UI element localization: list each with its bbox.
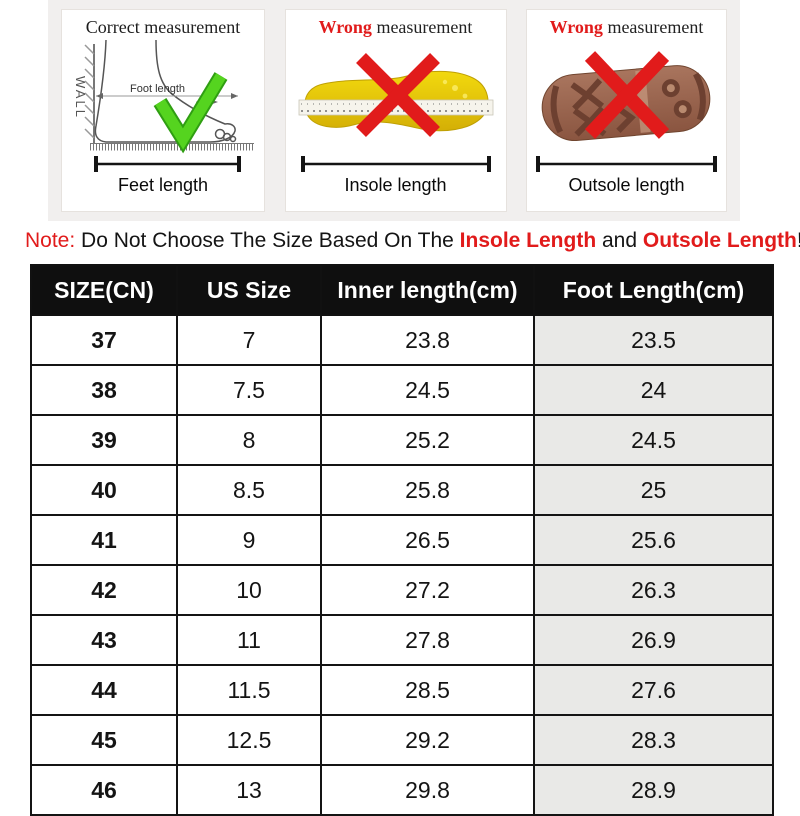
length-bracket: [535, 156, 717, 172]
table-cell: 9: [176, 514, 322, 566]
table-cell: 46: [30, 764, 178, 816]
length-bracket: [94, 156, 241, 172]
wall-hatching: [84, 44, 95, 139]
table-cell: 41: [30, 514, 178, 566]
table-cell: 8: [176, 414, 322, 466]
note-highlight-outsole: Outsole Length: [642, 229, 797, 252]
table-cell: 24.5: [320, 364, 535, 416]
panel-title-rest: measurement: [602, 17, 704, 37]
panel-title-rest: measurement: [371, 17, 473, 37]
table-row: 38 7.5 24.5 24: [30, 364, 774, 416]
table-cell: 23.5: [533, 314, 774, 366]
table-cell: 25: [533, 464, 774, 516]
column-header-inner-length: Inner length(cm): [320, 264, 535, 316]
size-note: Note: Do Not Choose The Size Based On Th…: [25, 229, 800, 253]
table-cell: 11.5: [176, 664, 322, 716]
wall-label: WALL: [73, 76, 88, 119]
table-cell: 8.5: [176, 464, 322, 516]
table-row: 42 10 27.2 26.3: [30, 564, 774, 616]
table-cell: 28.3: [533, 714, 774, 766]
insole-illustration: [298, 53, 493, 172]
panel-caption: Outsole length: [568, 175, 685, 195]
table-row: 43 11 27.8 26.9: [30, 614, 774, 666]
toe-detail: [229, 135, 237, 143]
panel-title: Wrong measurement: [319, 17, 473, 38]
table-cell: 25.8: [320, 464, 535, 516]
outsole-illustration: [535, 51, 717, 172]
foot-length-label: Foot length: [130, 83, 185, 95]
table-row: 45 12.5 29.2 28.3: [30, 714, 774, 766]
table-row: 44 11.5 28.5 27.6: [30, 664, 774, 716]
table-cell: 25.6: [533, 514, 774, 566]
measurement-guide-band: Correct measurement WALL Foot length: [48, 0, 740, 221]
table-cell: 7: [176, 314, 322, 366]
table-cell: 44: [30, 664, 178, 716]
table-row: 39 8 25.2 24.5: [30, 414, 774, 466]
table-cell: 45: [30, 714, 178, 766]
x-icon: [584, 51, 669, 139]
panel-correct-measurement: Correct measurement WALL Foot length: [61, 9, 265, 212]
table-cell: 43: [30, 614, 178, 666]
table-row: 37 7 23.8 23.5: [30, 314, 774, 366]
column-header-size-cn: SIZE(CN): [30, 264, 178, 316]
panel-wrong-outsole: Wrong measurement: [526, 9, 727, 212]
check-icon: [153, 72, 228, 154]
table-cell: 28.5: [320, 664, 535, 716]
table-cell: 26.5: [320, 514, 535, 566]
table-cell: 23.8: [320, 314, 535, 366]
panel-title-rest: measurement: [139, 17, 241, 37]
length-bracket: [300, 156, 491, 172]
panel-title-prefix: Wrong: [318, 17, 372, 37]
table-cell: 13: [176, 764, 322, 816]
table-cell: 26.9: [533, 614, 774, 666]
table-cell: 7.5: [176, 364, 322, 416]
table-cell: 27.6: [533, 664, 774, 716]
note-highlight-insole: Insole Length: [459, 229, 597, 252]
insole-texture: [442, 79, 447, 85]
arrow-right-icon: [231, 93, 238, 99]
table-cell: 24: [533, 364, 774, 416]
note-body: Do Not Choose The Size Based On The: [75, 229, 460, 252]
table-header-row: SIZE(CN) US Size Inner length(cm) Foot L…: [30, 264, 774, 316]
x-icon: [355, 53, 440, 137]
size-chart-table: SIZE(CN) US Size Inner length(cm) Foot L…: [30, 264, 774, 816]
column-header-us-size: US Size: [176, 264, 322, 316]
panel-title: Correct measurement: [86, 17, 240, 38]
note-prefix: Note:: [25, 229, 76, 252]
size-table-body: 37 7 23.8 23.5 38 7.5 24.5 24 39 8 25.2 24.5 40 8.5 25…: [30, 314, 774, 816]
foot-measure-illustration: WALL Foot length: [73, 40, 254, 172]
insole-texture: [451, 85, 458, 91]
panel-caption: Insole length: [344, 175, 447, 195]
panel-title-prefix: Correct: [85, 17, 140, 37]
insole-texture: [462, 93, 467, 99]
panel-caption: Feet length: [117, 175, 209, 195]
table-cell: 37: [30, 314, 178, 366]
table-cell: 26.3: [533, 564, 774, 616]
table-cell: 40: [30, 464, 178, 516]
table-cell: 24.5: [533, 414, 774, 466]
table-cell: 28.9: [533, 764, 774, 816]
table-cell: 29.2: [320, 714, 535, 766]
table-row: 46 13 29.8 28.9: [30, 764, 774, 816]
note-suffix: !: [797, 229, 800, 252]
table-cell: 27.2: [320, 564, 535, 616]
table-cell: 10: [176, 564, 322, 616]
table-row: 41 9 26.5 25.6: [30, 514, 774, 566]
panel-wrong-insole: Wrong measurement: [284, 9, 507, 212]
table-cell: 12.5: [176, 714, 322, 766]
panel-title-prefix: Wrong: [549, 17, 603, 37]
panel-title: Wrong measurement: [550, 17, 704, 38]
table-cell: 42: [30, 564, 178, 616]
table-cell: 38: [30, 364, 178, 416]
note-mid: and: [596, 229, 643, 252]
table-cell: 11: [176, 614, 322, 666]
table-cell: 29.8: [320, 764, 535, 816]
arrow-left-icon: [96, 93, 103, 99]
table-cell: 25.2: [320, 414, 535, 466]
column-header-foot-length: Foot Length(cm): [533, 264, 774, 316]
table-cell: 27.8: [320, 614, 535, 666]
table-cell: 39: [30, 414, 178, 466]
table-row: 40 8.5 25.8 25: [30, 464, 774, 516]
